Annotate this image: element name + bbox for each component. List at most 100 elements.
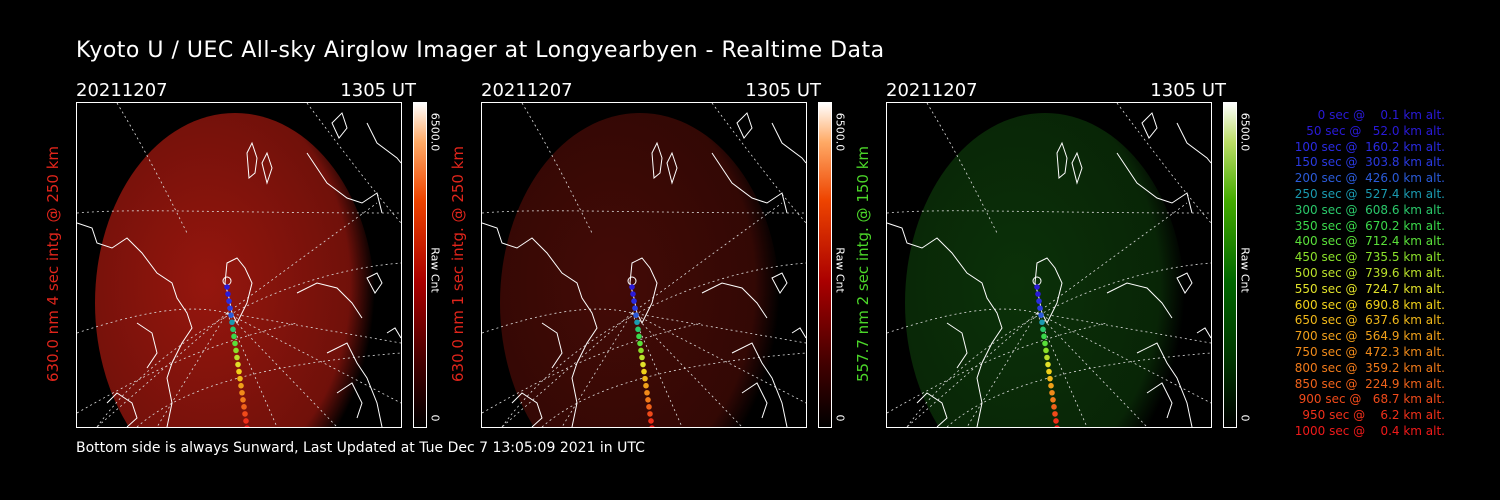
colorbar-unit-label: Raw Cnt xyxy=(833,247,847,293)
trajectory-point xyxy=(1046,368,1052,375)
colorbar-unit-label: Raw Cnt xyxy=(428,247,442,293)
trajectory-point xyxy=(224,284,230,290)
legend-entry: 1000 sec @ 0.4 km alt. xyxy=(1294,423,1445,438)
panel-time: 1305 UT xyxy=(745,80,821,101)
trajectory-point xyxy=(630,291,636,297)
trajectory-point xyxy=(232,340,238,347)
airglow-panel-3: 20211207 1305 UT 557.7 nm 2 sec intg. @ … xyxy=(854,80,1296,440)
legend-entry: 350 sec @ 670.2 km alt. xyxy=(1290,218,1445,233)
legend-entry: 500 sec @ 739.6 km alt. xyxy=(1290,265,1445,280)
colorbar-min-label: 0 xyxy=(1238,414,1252,422)
trajectory-point xyxy=(1044,354,1050,361)
all-sky-map xyxy=(886,102,1212,428)
trajectory-point xyxy=(644,389,650,396)
trajectory-point xyxy=(636,333,642,340)
trajectory-point xyxy=(244,425,250,427)
panel-time: 1305 UT xyxy=(340,80,416,101)
trajectory-point xyxy=(638,347,644,354)
trajectory-point xyxy=(240,397,246,403)
trajectory-point xyxy=(1047,375,1053,382)
colorbar xyxy=(413,102,427,428)
page-title: Kyoto U / UEC All-sky Airglow Imager at … xyxy=(76,38,885,63)
legend-entry: 600 sec @ 690.8 km alt. xyxy=(1290,297,1445,312)
legend-entry: 200 sec @ 426.0 km alt. xyxy=(1290,171,1445,186)
legend-entry: 450 sec @ 735.5 km alt. xyxy=(1290,250,1445,265)
trajectory-point xyxy=(234,354,240,361)
trajectory-point xyxy=(633,312,639,318)
trajectory-point xyxy=(1035,291,1041,297)
colorbar-max-label: 6500.0 xyxy=(1238,112,1252,152)
trajectory-point xyxy=(641,368,647,375)
trajectory-point xyxy=(230,326,236,333)
trajectory-point xyxy=(1034,284,1040,290)
trajectory-point xyxy=(1041,333,1047,340)
panel-time: 1305 UT xyxy=(1150,80,1226,101)
colorbar-max-label: 6500.0 xyxy=(428,112,442,152)
trajectory-point xyxy=(1038,312,1044,318)
trajectory-point xyxy=(640,361,646,368)
trajectory-point xyxy=(632,305,638,311)
trajectory-point xyxy=(1049,389,1055,396)
trajectory-point xyxy=(649,425,655,427)
trajectory-point xyxy=(1050,397,1056,403)
trajectory-point xyxy=(629,284,635,290)
legend-entry: 0 sec @ 0.1 km alt. xyxy=(1306,108,1445,122)
trajectory-point xyxy=(235,361,241,368)
legend-entry: 150 sec @ 303.8 km alt. xyxy=(1290,155,1445,170)
trajectory-point xyxy=(233,347,239,354)
panel-date: 20211207 xyxy=(481,80,573,101)
colorbar-max-label: 6500.0 xyxy=(833,112,847,152)
trajectory-point xyxy=(645,397,651,403)
airglow-panel-1: 20211207 1305 UT 630.0 nm 4 sec intg. @ … xyxy=(44,80,486,440)
trajectory-point xyxy=(639,354,645,361)
trajectory-point xyxy=(646,404,652,410)
colorbar-min-label: 0 xyxy=(428,414,442,422)
trajectory-point xyxy=(634,319,640,326)
trajectory-point xyxy=(1037,305,1043,311)
colorbar xyxy=(1223,102,1237,428)
legend-entry: 800 sec @ 359.2 km alt. xyxy=(1290,360,1445,375)
footer-note: Bottom side is always Sunward, Last Upda… xyxy=(76,440,645,456)
colorbar-unit-label: Raw Cnt xyxy=(1238,247,1252,293)
trajectory-point xyxy=(1042,340,1048,347)
legend-entry: 50 sec @ 52.0 km alt. xyxy=(1298,123,1445,138)
trajectory-point xyxy=(239,389,245,396)
legend-entry: 300 sec @ 608.6 km alt. xyxy=(1290,202,1445,217)
trajectory-point xyxy=(1043,347,1049,354)
wavelength-label: 630.0 nm 4 sec intg. @ 250 km xyxy=(44,145,62,383)
legend-entry: 100 sec @ 160.2 km alt. xyxy=(1290,139,1445,154)
trajectory-point xyxy=(637,340,643,347)
panel-date: 20211207 xyxy=(76,80,168,101)
trajectory-point xyxy=(237,375,243,382)
colorbar-min-label: 0 xyxy=(833,414,847,422)
trajectory-point xyxy=(243,418,249,424)
all-sky-map xyxy=(481,102,807,428)
trajectory-point xyxy=(231,333,237,340)
legend-entry: 250 sec @ 527.4 km alt. xyxy=(1290,186,1445,201)
trajectory-point xyxy=(228,312,234,318)
all-sky-map xyxy=(76,102,402,428)
trajectory-point xyxy=(1036,298,1042,304)
legend-entry: 950 sec @ 6.2 km alt. xyxy=(1298,408,1445,423)
trajectory-point xyxy=(1048,382,1054,389)
trajectory-point xyxy=(1045,361,1051,368)
trajectory-point xyxy=(241,404,247,410)
airglow-panel-2: 20211207 1305 UT 630.0 nm 1 sec intg. @ … xyxy=(449,80,891,440)
trajectory-point xyxy=(1054,425,1060,427)
trajectory-point xyxy=(229,319,235,326)
wavelength-label: 630.0 nm 1 sec intg. @ 250 km xyxy=(449,145,467,383)
trajectory-point xyxy=(642,375,648,382)
legend-entry: 700 sec @ 564.9 km alt. xyxy=(1290,329,1445,344)
colorbar xyxy=(818,102,832,428)
legend-entry: 550 sec @ 724.7 km alt. xyxy=(1290,281,1445,296)
legend-entry: 650 sec @ 637.6 km alt. xyxy=(1290,313,1445,328)
legend-entry: 400 sec @ 712.4 km alt. xyxy=(1290,234,1445,249)
trajectory-point xyxy=(643,382,649,389)
trajectory-point xyxy=(236,368,242,375)
panel-date: 20211207 xyxy=(886,80,978,101)
trajectory-point xyxy=(1051,404,1057,410)
trajectory-point xyxy=(226,298,232,304)
trajectory-point xyxy=(1040,326,1046,333)
trajectory-point xyxy=(648,418,654,424)
trajectory-point xyxy=(1039,319,1045,326)
